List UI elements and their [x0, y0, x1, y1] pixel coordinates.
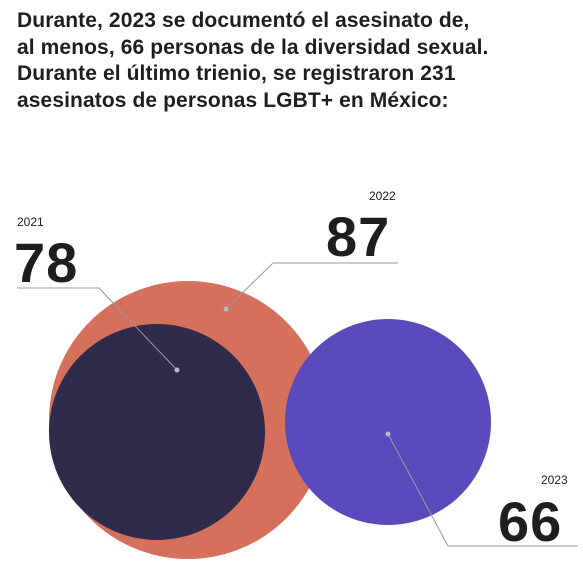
bubble-2023 [285, 319, 491, 525]
bubble-center-dot-2022 [223, 306, 229, 312]
leader-line-2023 [387, 433, 578, 547]
value-label-2021: 78 [14, 231, 78, 294]
value-label-2023: 66 [498, 490, 562, 553]
headline-line-2: al menos, 66 personas de la diversidad s… [17, 35, 489, 59]
year-label-2021: 2021 [17, 215, 44, 229]
leader-line-2021 [17, 287, 178, 371]
headline-line-3: Durante el último trienio, se registraro… [17, 62, 456, 85]
headline-line-1: Durante, 2023 se documentó el asesinato … [17, 9, 470, 32]
bubble-center-dot-2021 [174, 367, 180, 373]
bubble-2021 [49, 324, 265, 540]
leader-line-2022 [225, 262, 398, 310]
headline-line-4: asesinatos de personas LGBT+ en México: [17, 88, 449, 112]
headline: Durante, 2023 se documentó el asesinato … [17, 8, 577, 114]
value-label-2022: 87 [326, 205, 390, 268]
year-label-2022: 2022 [369, 189, 396, 203]
year-label-2023: 2023 [541, 473, 568, 487]
bubble-center-dot-2023 [385, 431, 391, 437]
